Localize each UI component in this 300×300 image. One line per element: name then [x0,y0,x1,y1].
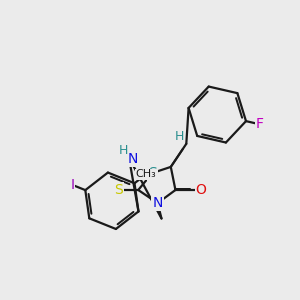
Text: O: O [196,183,206,197]
Text: H: H [119,144,128,157]
Text: N: N [128,152,138,166]
Text: S: S [148,166,157,180]
Text: CH₃: CH₃ [136,169,157,179]
Text: I: I [70,178,74,192]
Text: N: N [152,196,163,210]
Text: F: F [256,117,264,131]
Text: S: S [115,183,123,197]
Text: H: H [175,130,184,142]
